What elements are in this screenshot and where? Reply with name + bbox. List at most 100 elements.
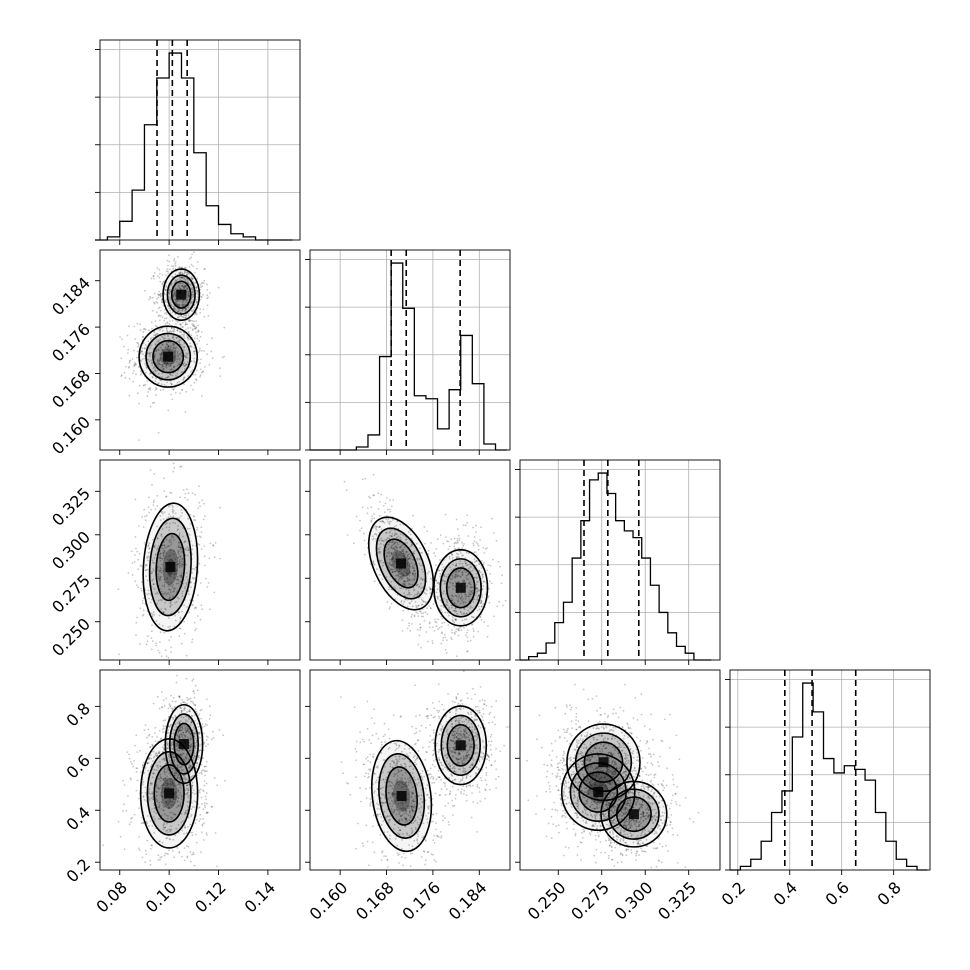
scatter-point <box>188 730 191 733</box>
scatter-point <box>464 557 467 559</box>
scatter-point <box>194 271 196 274</box>
scatter-point <box>180 309 183 312</box>
scatter-point <box>182 717 185 719</box>
scatter-point <box>175 303 178 305</box>
scatter-point <box>383 521 386 524</box>
scatter-point <box>402 806 405 809</box>
scatter-point <box>454 594 457 597</box>
scatter-point <box>212 544 215 547</box>
scatter-point <box>136 350 139 353</box>
scatter-point <box>193 519 196 521</box>
scatter-point <box>201 285 204 288</box>
scatter-point <box>399 587 401 590</box>
scatter-point <box>457 556 459 558</box>
scatter-point <box>185 730 188 732</box>
scatter-point <box>469 583 472 586</box>
scatter-point <box>199 851 202 854</box>
scatter-point <box>200 295 202 298</box>
scatter-point <box>457 592 459 595</box>
scatter-point <box>184 316 187 318</box>
scatter-point <box>496 605 499 608</box>
scatter-point <box>387 797 389 800</box>
scatter-point <box>394 545 397 548</box>
scatter-point <box>137 586 140 588</box>
scatter-point <box>172 732 175 735</box>
scatter-point <box>381 851 383 854</box>
scatter-point <box>175 582 178 585</box>
scatter-point <box>427 850 429 853</box>
scatter-point <box>403 546 406 549</box>
scatter-point <box>203 769 206 772</box>
scatter-point <box>177 730 180 733</box>
scatter-point <box>377 547 379 550</box>
scatter-point <box>173 760 176 763</box>
scatter-point <box>179 272 181 275</box>
scatter-point <box>191 293 193 296</box>
scatter-point <box>189 765 192 768</box>
scatter-point <box>162 518 165 520</box>
scatter-point <box>145 820 148 823</box>
scatter-point <box>151 402 154 404</box>
scatter-point <box>390 799 393 802</box>
scatter-point <box>204 723 207 726</box>
scatter-point <box>168 505 170 508</box>
scatter-point <box>369 761 372 764</box>
scatter-point <box>176 847 179 849</box>
scatter-point <box>164 289 167 291</box>
scatter-point <box>195 764 198 767</box>
scatter-point <box>396 533 398 535</box>
scatter-point <box>163 362 166 365</box>
scatter-point <box>440 609 442 612</box>
scatter-point <box>480 605 483 608</box>
scatter-point <box>457 528 459 531</box>
scatter-point <box>192 323 195 326</box>
scatter-point <box>402 552 405 555</box>
scatter-point <box>389 838 391 840</box>
scatter-point <box>148 542 151 544</box>
scatter-point <box>453 542 456 545</box>
scatter-point <box>152 275 155 277</box>
scatter-point <box>166 517 168 520</box>
scatter-point <box>145 886 147 888</box>
scatter-point <box>413 820 416 823</box>
scatter-point <box>372 494 375 497</box>
scatter-point <box>187 731 190 733</box>
scatter-point <box>393 543 396 545</box>
scatter-point <box>136 751 139 753</box>
scatter-point <box>411 623 413 625</box>
scatter-point <box>163 581 166 584</box>
scatter-point <box>178 766 181 769</box>
scatter-point <box>153 768 156 771</box>
scatter-point <box>382 820 385 822</box>
scatter-point <box>362 763 365 766</box>
scatter-point <box>157 649 159 652</box>
scatter-point <box>453 548 456 550</box>
scatter-point <box>186 754 188 756</box>
scatter-point <box>145 364 147 367</box>
scatter-point <box>375 538 377 540</box>
scatter-point <box>213 591 216 594</box>
scatter-point <box>157 372 160 375</box>
scatter-point <box>156 548 158 551</box>
scatter-point <box>424 859 427 861</box>
scatter-point <box>462 602 465 604</box>
scatter-point <box>393 793 396 796</box>
scatter-point <box>377 508 380 510</box>
scatter-point <box>345 782 348 784</box>
scatter-point <box>372 473 375 476</box>
scatter-point <box>174 813 177 816</box>
scatter-point <box>382 520 385 523</box>
scatter-point <box>458 629 460 632</box>
scatter-point <box>187 547 190 550</box>
scatter-point <box>177 541 180 544</box>
scatter-point <box>150 598 153 601</box>
scatter-point <box>451 631 454 634</box>
scatter-point <box>179 299 182 302</box>
scatter-point <box>159 294 162 297</box>
scatter-point <box>188 739 191 742</box>
scatter-point <box>168 288 171 291</box>
scatter-point <box>406 593 409 596</box>
scatter-point <box>420 646 422 649</box>
scatter-point <box>455 563 458 565</box>
scatter-point <box>202 808 205 811</box>
